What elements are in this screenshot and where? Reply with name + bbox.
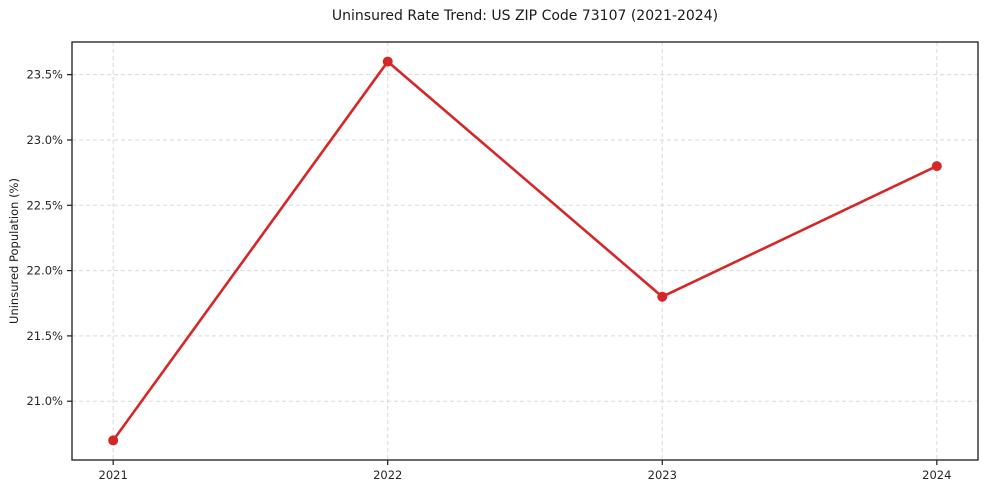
y-tick-label: 23.5%	[26, 68, 63, 82]
data-point-2022	[382, 56, 393, 67]
y-tick-label: 22.5%	[26, 198, 63, 212]
y-tick-label: 23.0%	[26, 133, 63, 147]
plot-frame	[71, 41, 979, 461]
x-tick-label: 2022	[373, 468, 402, 482]
data-point-2021	[108, 435, 119, 446]
y-tick-label: 21.0%	[26, 394, 63, 408]
trend-line	[111, 60, 939, 442]
y-tick-label: 21.5%	[26, 329, 63, 343]
x-tick-label: 2021	[99, 468, 128, 482]
x-tick-label: 2023	[648, 468, 677, 482]
data-point-2024	[931, 161, 942, 172]
x-tick-label: 2024	[922, 468, 951, 482]
data-point-2023	[657, 291, 668, 302]
chart-title: Uninsured Rate Trend: US ZIP Code 73107 …	[331, 8, 719, 24]
y-tick-label: 22.0%	[26, 264, 63, 278]
